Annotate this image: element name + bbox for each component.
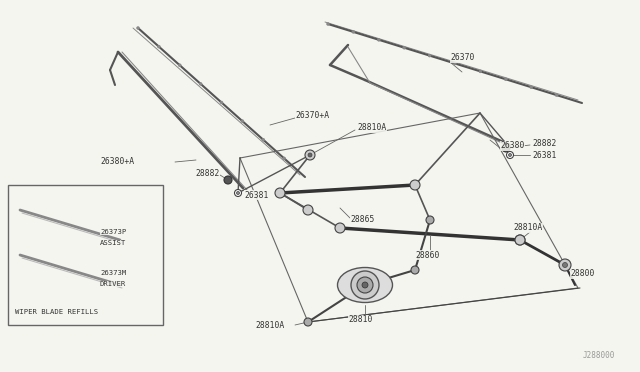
Circle shape [241,120,244,123]
Text: 28810A: 28810A [513,224,542,232]
Circle shape [157,45,161,48]
Text: 26370: 26370 [450,54,474,62]
Circle shape [224,176,232,184]
Text: 28810: 28810 [348,315,372,324]
Text: ASSIST: ASSIST [100,240,126,246]
Circle shape [305,150,315,160]
Circle shape [308,153,312,157]
Text: 26370+A: 26370+A [295,112,329,121]
Circle shape [411,266,419,274]
Circle shape [352,31,355,33]
Circle shape [199,82,202,86]
Circle shape [410,180,420,190]
Circle shape [335,223,345,233]
Circle shape [479,70,482,73]
Circle shape [563,263,568,267]
Ellipse shape [337,267,392,302]
Circle shape [220,101,223,104]
Circle shape [275,188,285,198]
Text: 26373P: 26373P [100,229,126,235]
Circle shape [506,151,513,158]
Text: DRIVER: DRIVER [100,281,126,287]
Circle shape [555,94,558,97]
Circle shape [234,189,241,196]
Text: 26380+A: 26380+A [100,157,134,167]
Circle shape [515,235,525,245]
Circle shape [362,282,368,288]
Circle shape [303,205,313,215]
Circle shape [179,64,181,67]
Circle shape [304,318,312,326]
Text: 28860: 28860 [415,250,440,260]
Text: 26381: 26381 [532,151,556,160]
Circle shape [559,259,571,271]
Circle shape [502,144,510,152]
Text: 26380: 26380 [500,141,524,151]
Circle shape [378,38,380,41]
Circle shape [237,192,239,195]
Text: 26381: 26381 [244,190,268,199]
Text: WIPER BLADE REFILLS: WIPER BLADE REFILLS [15,309,98,315]
Text: 28882: 28882 [195,170,220,179]
Text: J288000: J288000 [582,350,615,359]
Text: 28865: 28865 [350,215,374,224]
Text: 28810A: 28810A [357,124,387,132]
Circle shape [357,277,373,293]
Circle shape [403,46,406,49]
Circle shape [326,22,330,26]
Circle shape [136,26,140,29]
Text: 26373M: 26373M [100,270,126,276]
Circle shape [351,271,379,299]
Circle shape [428,54,431,57]
Circle shape [509,154,511,157]
Text: 28882: 28882 [532,138,556,148]
Text: 28800: 28800 [570,269,595,279]
Text: 28810A: 28810A [255,321,284,330]
Circle shape [530,86,532,89]
Circle shape [262,138,265,141]
Circle shape [504,78,508,81]
Circle shape [283,157,285,160]
Circle shape [426,216,434,224]
Circle shape [454,62,456,65]
Circle shape [515,235,525,245]
Bar [8,185,163,325]
